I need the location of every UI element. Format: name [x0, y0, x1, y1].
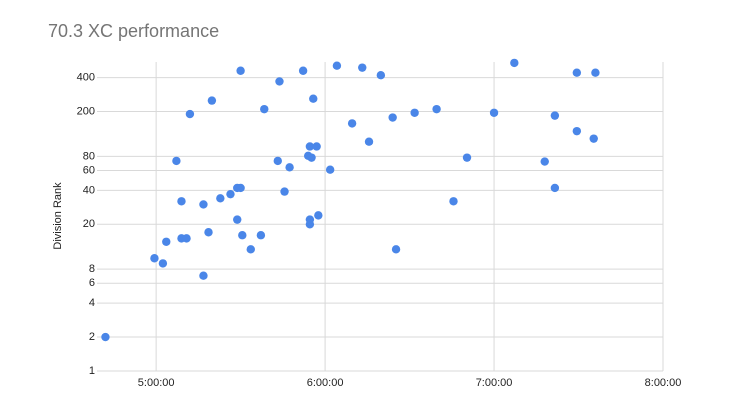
point [432, 104, 441, 114]
point [489, 108, 499, 117]
point [207, 96, 217, 105]
point [364, 137, 374, 146]
y-tick-label: 400 [77, 72, 95, 84]
point [199, 200, 208, 209]
point [572, 126, 582, 136]
point [347, 119, 357, 128]
point [150, 254, 159, 263]
point [172, 156, 181, 166]
point [298, 66, 308, 75]
chart-title: 70.3 XC performance [48, 21, 219, 41]
point [410, 108, 419, 117]
point [158, 259, 168, 268]
point [275, 77, 284, 86]
point [462, 153, 472, 162]
y-tick-label: 40 [83, 184, 95, 196]
point [233, 215, 242, 224]
point [540, 157, 549, 166]
y-tick-label: 6 [89, 277, 95, 289]
point [358, 63, 367, 72]
point [391, 245, 401, 254]
point [216, 194, 225, 203]
point [182, 234, 191, 243]
point [325, 165, 335, 174]
point [510, 58, 519, 68]
point [376, 71, 386, 80]
point [199, 271, 208, 280]
point [101, 332, 110, 342]
point [226, 189, 235, 199]
point [238, 231, 247, 240]
point [162, 237, 171, 246]
y-tick-label: 80 [83, 150, 95, 162]
point [280, 187, 289, 196]
point [550, 111, 560, 120]
x-tick-label: 8:00:00 [645, 377, 682, 389]
y-tick-label: 4 [89, 297, 95, 309]
point [307, 153, 316, 162]
point [236, 66, 245, 75]
point [589, 134, 598, 143]
y-tick-label: 8 [89, 263, 95, 275]
point [314, 211, 323, 220]
x-tick-label: 7:00:00 [476, 377, 513, 389]
y-tick-label: 60 [83, 164, 95, 176]
x-tick-label: 6:00:00 [307, 377, 344, 389]
point [591, 68, 600, 77]
point [236, 183, 245, 193]
point [309, 94, 318, 103]
point [246, 245, 255, 254]
point [185, 109, 195, 119]
y-tick-label: 200 [77, 105, 95, 117]
point [312, 142, 321, 151]
point [449, 197, 458, 206]
y-axis-label: Division Rank [52, 182, 64, 250]
point [305, 220, 315, 229]
point [177, 197, 186, 206]
point [204, 228, 213, 237]
point [550, 183, 560, 193]
point [305, 142, 315, 151]
point [273, 156, 282, 166]
point [285, 163, 294, 172]
y-tick-label: 2 [89, 331, 95, 343]
x-tick-label: 5:00:00 [138, 377, 175, 389]
point [256, 231, 266, 240]
point [260, 104, 269, 114]
point [572, 68, 582, 77]
point [388, 113, 397, 122]
y-tick-label: 1 [89, 365, 95, 377]
y-tick-label: 20 [83, 218, 95, 230]
point [332, 61, 342, 70]
